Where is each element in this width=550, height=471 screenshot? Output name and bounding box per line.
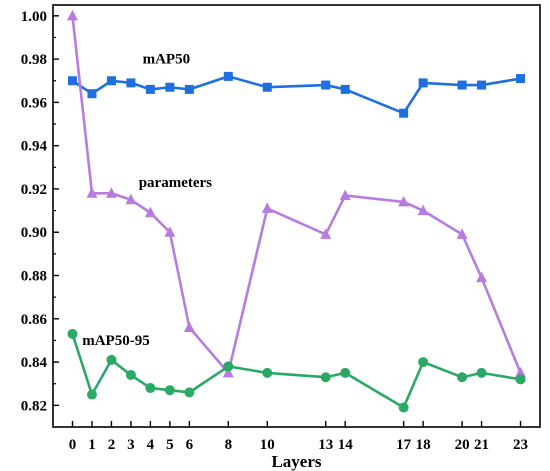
data-point-map50-95: [184, 387, 195, 398]
data-point-parameters: [164, 226, 176, 237]
data-point-map50-95: [457, 372, 468, 383]
x-tick-label: 18: [416, 437, 431, 453]
data-point-map50: [145, 84, 155, 94]
x-tick-label: 20: [455, 437, 470, 453]
x-tick-label: 10: [260, 437, 275, 453]
data-point-map50-95: [320, 372, 331, 383]
data-point-map50: [340, 84, 350, 94]
data-point-map50: [399, 108, 409, 118]
data-point-parameters: [417, 204, 429, 216]
data-point-parameters: [66, 9, 78, 21]
data-point-parameters: [125, 193, 137, 205]
data-point-map50-95: [164, 385, 175, 396]
x-tick-label: 3: [127, 437, 135, 453]
data-point-map50: [262, 82, 272, 92]
data-point-map50: [106, 76, 116, 86]
x-tick-label: 1: [88, 437, 96, 453]
axes: [52, 4, 541, 428]
data-point-map50: [67, 76, 77, 86]
data-point-map50-95: [125, 370, 136, 381]
y-tick-label: 0.86: [21, 312, 48, 328]
x-axis-title: Layers: [271, 452, 321, 471]
y-tick-label: 0.88: [21, 269, 47, 285]
plot-frame: [52, 4, 541, 428]
x-tick-label: 2: [108, 437, 116, 453]
x-tick-label: 13: [318, 437, 333, 453]
data-point-map50-95: [418, 357, 429, 368]
annotations: mAP50 parameters mAP50-95: [82, 51, 212, 348]
y-tick-label: 0.84: [21, 355, 48, 371]
y-tick-label: 0.90: [21, 225, 47, 241]
data-point-parameters: [515, 366, 527, 378]
data-point-map50-95: [515, 374, 526, 385]
data-point-parameters: [339, 189, 351, 200]
annotation-parameters: parameters: [139, 175, 212, 191]
data-point-map50-95: [145, 383, 156, 394]
series-line-map50-95: [71, 333, 521, 409]
y-tick-label: 1.00: [21, 9, 47, 25]
data-point-parameters: [86, 187, 98, 198]
data-point-map50-95: [67, 328, 78, 339]
x-tick-label: 17: [396, 437, 412, 453]
annotation-map50: mAP50: [143, 51, 191, 67]
data-point-parameters: [320, 228, 332, 239]
data-point-map50: [516, 74, 526, 84]
annotation-map50-95: mAP50-95: [82, 333, 150, 349]
x-tick-label: 4: [147, 437, 155, 453]
data-point-parameters: [398, 195, 410, 207]
data-point-parameters: [105, 187, 117, 198]
data-point-parameters: [183, 321, 195, 332]
data-point-parameters: [222, 366, 234, 378]
data-point-parameters: [476, 271, 488, 283]
y-tick-label: 0.98: [21, 52, 47, 68]
data-point-parameters: [261, 202, 273, 213]
data-point-map50: [87, 89, 97, 99]
data-point-map50: [457, 80, 467, 90]
data-point-map50: [223, 71, 233, 81]
y-tick-label: 0.96: [21, 95, 48, 111]
data-point-map50: [184, 84, 194, 94]
data-point-map50-95: [86, 389, 97, 400]
data-point-map50-95: [223, 361, 234, 372]
data-point-map50: [165, 82, 175, 92]
x-tick-label: 8: [225, 437, 233, 453]
data-point-map50-95: [262, 367, 273, 378]
data-point-map50: [321, 80, 331, 90]
y-tick-label: 0.92: [21, 182, 47, 198]
x-tick-label: 0: [69, 437, 77, 453]
data-point-map50: [418, 78, 428, 88]
data-point-map50-95: [476, 367, 487, 378]
series-line-map50: [71, 75, 521, 115]
data-point-parameters: [456, 228, 468, 239]
x-tick-label: 23: [513, 437, 528, 453]
x-tick-label: 6: [186, 437, 194, 453]
series-line-parameters: [71, 15, 522, 375]
data-point-map50-95: [106, 354, 117, 365]
x-tick-label: 14: [338, 437, 354, 453]
y-tick-label: 0.94: [21, 139, 48, 155]
x-tick-label: 21: [474, 437, 489, 453]
y-tick-label: 0.82: [21, 398, 47, 414]
data-point-map50: [126, 78, 136, 88]
series-layer: [66, 9, 527, 413]
x-tick-label: 5: [166, 437, 174, 453]
data-point-parameters: [144, 206, 156, 218]
data-point-map50: [477, 80, 487, 90]
data-point-map50-95: [398, 402, 409, 413]
data-point-map50-95: [340, 367, 351, 378]
tick-labels: 0.82 0.84 0.86 0.88 0.90 0.92 0.94 0.96 0.98 1.00…: [21, 9, 528, 453]
